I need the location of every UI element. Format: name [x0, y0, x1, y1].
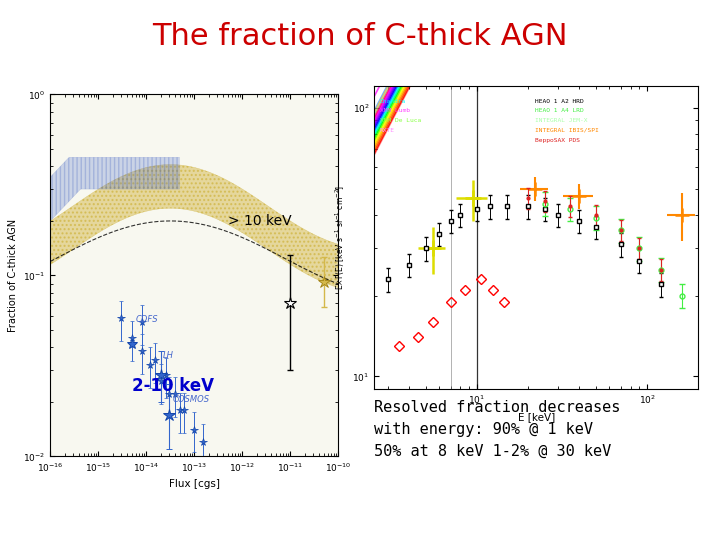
- Text: XMM De Luca: XMM De Luca: [380, 118, 421, 123]
- Text: RXTE: RXTE: [380, 128, 395, 133]
- Text: Resolved fraction decreases
with energy: 90% @ 1 keV
50% at 8 keV 1-2% @ 30 keV: Resolved fraction decreases with energy:…: [374, 400, 621, 459]
- Y-axis label: Fraction of C-thick AGN: Fraction of C-thick AGN: [8, 219, 18, 332]
- Text: LH: LH: [163, 351, 174, 360]
- Text: COSMOS: COSMOS: [173, 395, 210, 404]
- Text: HEAO 1 A2 HRD: HEAO 1 A2 HRD: [535, 99, 584, 104]
- Text: The fraction of C-thick AGN: The fraction of C-thick AGN: [152, 22, 568, 51]
- Text: XMM Lumb: XMM Lumb: [380, 109, 410, 113]
- Text: Chandra: Chandra: [380, 99, 406, 104]
- Text: BeppoSAX PDS: BeppoSAX PDS: [535, 138, 580, 143]
- Text: INTEGRAL IBIS/SPI: INTEGRAL IBIS/SPI: [535, 128, 599, 133]
- Text: HEAO 1 A4 LRD: HEAO 1 A4 LRD: [535, 109, 584, 113]
- X-axis label: Flux [cgs]: Flux [cgs]: [169, 479, 220, 489]
- Text: INTEGRAL JEM-X: INTEGRAL JEM-X: [535, 118, 588, 123]
- Text: CDFS: CDFS: [136, 315, 158, 325]
- X-axis label: E [keV]: E [keV]: [518, 411, 555, 422]
- Text: 2-10 keV: 2-10 keV: [132, 377, 214, 395]
- Y-axis label: E$\times$F(E) [keV s$^{-1}$ sr$^{-1}$ cm$^{-2}$]: E$\times$F(E) [keV s$^{-1}$ sr$^{-1}$ cm…: [333, 185, 347, 290]
- Text: > 10 keV: > 10 keV: [228, 214, 292, 228]
